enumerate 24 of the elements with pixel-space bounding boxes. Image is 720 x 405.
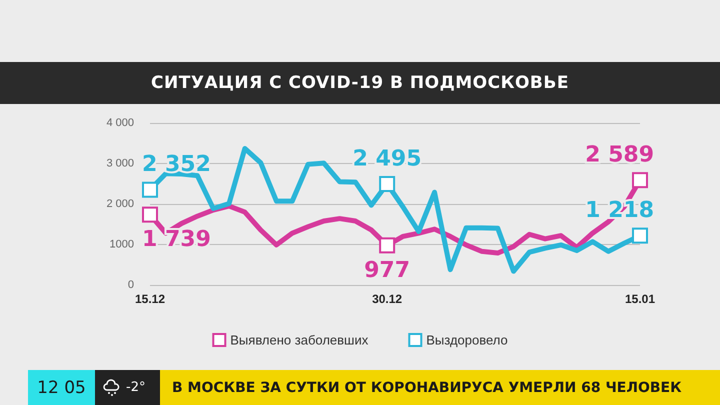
- point: [379, 176, 396, 192]
- legend-label: Выявлено заболевших: [230, 332, 369, 348]
- x-tick-label: 30.12: [372, 292, 402, 306]
- y-tick-label: 4 000: [106, 117, 134, 129]
- text: В МОСКВЕ ЗА СУТКИ ОТ КОРОНАВИРУСА УМЕРЛИ 68 ЧЕЛОВЕК: [160, 370, 720, 405]
- y-tick-label: 0: [128, 279, 134, 291]
- legend-label: Выздоровело: [426, 332, 508, 348]
- point: [379, 237, 396, 254]
- y-tick-label: 3 000: [106, 158, 134, 170]
- y-tick-label: 1000: [110, 238, 134, 250]
- x-tick-label: 15.01: [624, 292, 656, 306]
- point: [142, 206, 158, 223]
- data-label: 977: [364, 258, 410, 283]
- text: 12 05: [28, 370, 95, 405]
- point: [632, 172, 648, 188]
- data-label: 2 495: [352, 146, 422, 172]
- x-tick-label: 15.12: [134, 292, 166, 306]
- data-label: 2 352: [142, 152, 211, 178]
- text: -2°: [126, 380, 146, 395]
- y-tick-label: 2 000: [106, 198, 134, 210]
- point: [632, 228, 648, 244]
- point: [142, 182, 158, 198]
- chart-title: СИТУАЦИЯ С COVID-19 В ПОДМОСКОВЬЕ: [0, 62, 720, 104]
- data-label: 2 589: [585, 142, 654, 168]
